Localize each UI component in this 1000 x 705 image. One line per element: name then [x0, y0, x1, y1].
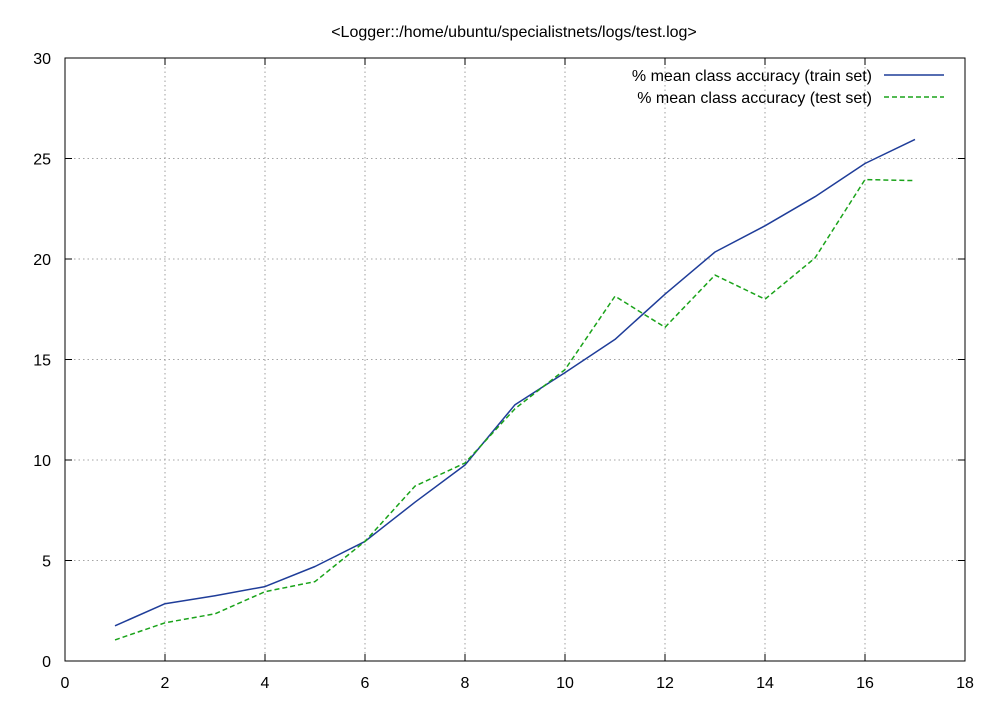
- x-tick-label: 14: [756, 675, 774, 692]
- axes: 0 2 4 6 8 10 12 14 16 18 0 5 10 15 20 25 30: [33, 51, 974, 692]
- y-tick-label: 15: [33, 353, 51, 370]
- x-tick-label: 12: [656, 675, 674, 692]
- y-tick-label: 30: [33, 51, 51, 68]
- x-tick-label: 18: [956, 675, 974, 692]
- x-tick-label: 0: [61, 675, 70, 692]
- x-tick-label: 6: [361, 675, 370, 692]
- y-tick-label: 20: [33, 252, 51, 269]
- legend-label: % mean class accuracy (test set): [637, 90, 872, 107]
- x-tick-label: 16: [856, 675, 874, 692]
- grid: [65, 58, 965, 661]
- y-tick-label: 25: [33, 152, 51, 169]
- x-tick-label: 10: [556, 675, 574, 692]
- legend-label: % mean class accuracy (train set): [632, 68, 872, 85]
- y-tick-label: 10: [33, 453, 51, 470]
- y-tick-label: 5: [42, 554, 51, 571]
- x-tick-label: 2: [161, 675, 170, 692]
- x-tick-label: 4: [261, 675, 270, 692]
- y-tick-label: 0: [42, 654, 51, 671]
- series-layer: [114, 138, 916, 641]
- x-tick-label: 8: [461, 675, 470, 692]
- legend: % mean class accuracy (train set) % mean …: [632, 68, 944, 107]
- series-line-test: [114, 178, 916, 641]
- series-line-train: [114, 138, 916, 627]
- chart-title: <Logger::/home/ubuntu/specialistnets/log…: [331, 24, 697, 41]
